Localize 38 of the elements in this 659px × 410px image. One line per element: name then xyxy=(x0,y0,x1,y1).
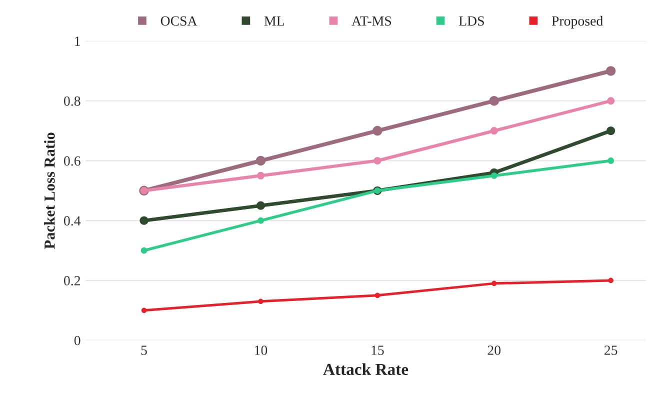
legend-label: Proposed xyxy=(552,16,603,28)
y-tick-label: 0.6 xyxy=(64,156,80,166)
y-axis-title: Packet Loss Ratio xyxy=(44,132,55,249)
point xyxy=(256,156,266,166)
point xyxy=(258,217,264,224)
legend-label: ML xyxy=(264,16,284,26)
point xyxy=(258,298,264,304)
point xyxy=(372,126,382,136)
point xyxy=(489,96,499,106)
point xyxy=(140,216,148,225)
x-tick-label: 5 xyxy=(141,346,147,355)
x-tick-label: 25 xyxy=(604,346,618,355)
point xyxy=(256,201,266,210)
point xyxy=(256,172,264,180)
x-tick-label: 20 xyxy=(488,346,501,355)
y-tick-label: 0.8 xyxy=(64,96,80,106)
point xyxy=(606,66,616,76)
point xyxy=(608,158,614,164)
point xyxy=(606,126,616,136)
point xyxy=(490,127,498,135)
y-tick-label: 0.4 xyxy=(64,216,81,226)
legend-label: LDS xyxy=(458,16,484,26)
x-tick-label: 15 xyxy=(372,346,384,355)
point xyxy=(141,308,147,314)
legend-label: OCSA xyxy=(160,16,198,26)
point xyxy=(607,97,615,105)
y-tick-label: 1 xyxy=(75,36,80,46)
point xyxy=(491,280,497,286)
point xyxy=(490,172,498,179)
legend-label: AT-MS xyxy=(352,16,392,26)
point xyxy=(140,247,148,254)
x-tick-label: 10 xyxy=(254,346,268,355)
point xyxy=(374,292,380,298)
y-tick-label: 0 xyxy=(74,336,80,346)
x-axis-title: Attack Rate xyxy=(323,363,408,376)
point xyxy=(608,278,614,284)
y-tick-label: 0.2 xyxy=(64,276,80,286)
point xyxy=(374,156,382,164)
